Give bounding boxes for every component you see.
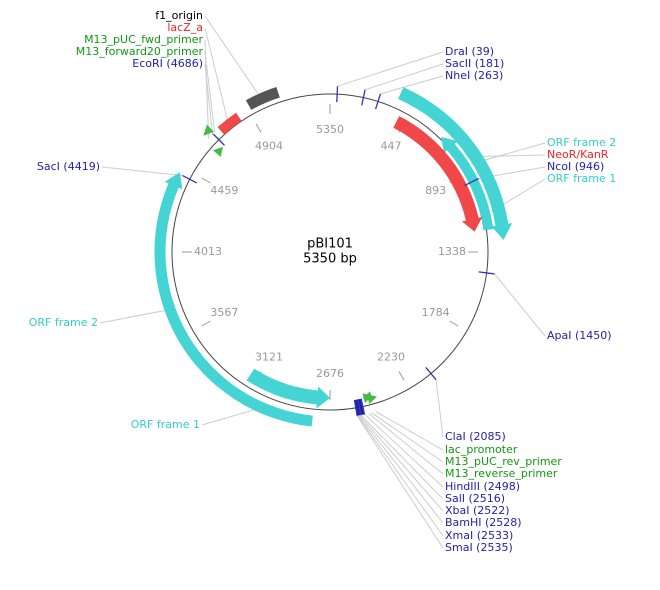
leader-line — [204, 15, 263, 101]
lacz-a — [217, 112, 242, 135]
leader-line — [101, 166, 183, 177]
ruler-tick — [255, 123, 262, 133]
ruler-label: 1338 — [438, 245, 466, 258]
ruler-tick — [398, 371, 405, 381]
feature-label: lac_promoter — [445, 443, 518, 456]
feature-label: lacZ_a — [167, 21, 203, 34]
leader-line — [204, 27, 229, 122]
feature-label: f1_origin — [155, 9, 203, 22]
leader-line — [356, 415, 444, 549]
leader-line — [368, 413, 444, 475]
ruler-label: 3121 — [255, 351, 283, 364]
feature-label: M13_pUC_fwd_primer — [84, 33, 203, 46]
leader-line — [371, 412, 444, 463]
feature-label: SmaI (2535) — [445, 541, 513, 554]
neor-kanr — [393, 116, 483, 232]
leader-line — [435, 379, 444, 438]
feature-label: XbaI (2522) — [445, 504, 510, 517]
feature-label: ClaI (2085) — [445, 430, 506, 443]
primer — [213, 146, 224, 157]
leader-line — [204, 51, 216, 133]
leader-line — [357, 415, 444, 537]
leader-line — [375, 411, 444, 451]
leader-line — [337, 51, 444, 87]
site-tick — [374, 93, 382, 110]
feature-label: HindIII (2498) — [445, 480, 520, 493]
ruler-label: 1784 — [422, 306, 450, 319]
ruler-label: 4459 — [210, 184, 238, 197]
orf-frame-2 — [441, 136, 494, 231]
feature-label: ApaI (1450) — [547, 329, 612, 342]
ruler-label: 2230 — [377, 351, 405, 364]
leader-line — [359, 414, 444, 512]
orf-frame-2-left — [154, 172, 313, 427]
feature-label: NcoI (946) — [547, 160, 604, 173]
feature-label: BamHI (2528) — [445, 516, 522, 529]
feature-label: DraI (39) — [445, 45, 494, 58]
leader-line — [360, 414, 444, 500]
primer — [203, 124, 214, 136]
feature-label: M13_forward20_primer — [76, 45, 204, 58]
feature-label: ORF frame 1 — [131, 418, 200, 431]
site-tick — [464, 177, 480, 187]
leader-line — [494, 273, 546, 337]
feature-label: M13_pUC_rev_primer — [445, 455, 562, 468]
site-tick — [182, 175, 198, 184]
ruler-label: 2676 — [316, 367, 344, 380]
site-tick — [353, 399, 358, 416]
ruler-label: 447 — [381, 139, 402, 152]
feature-label: EcoRI (4686) — [132, 57, 203, 70]
ruler-label: 4013 — [194, 245, 222, 258]
site-tick — [336, 86, 339, 103]
leader-line — [364, 63, 444, 91]
feature-label: NeoR/KanR — [547, 148, 609, 161]
ruler-label: 4904 — [255, 139, 283, 152]
feature-label: SalI (2516) — [445, 492, 505, 505]
feature-label: NheI (263) — [445, 69, 503, 82]
f1-origin — [245, 86, 280, 110]
site-tick — [360, 398, 366, 415]
plasmid-size: 5350 bp — [303, 252, 357, 267]
feature-label: XmaI (2533) — [445, 529, 513, 542]
ruler-tick — [201, 320, 211, 327]
feature-label: ORF frame 2 — [29, 316, 98, 329]
feature-label: SacII (181) — [445, 57, 504, 70]
site-tick — [425, 366, 437, 381]
primer — [362, 393, 373, 404]
leader-line — [380, 75, 444, 95]
backbone — [171, 93, 489, 411]
leader-line — [99, 308, 175, 324]
ruler-tick — [201, 177, 211, 184]
site-tick — [361, 89, 366, 106]
plasmid-name: pBI101 — [307, 237, 353, 252]
ruler-tick — [449, 320, 459, 327]
site-tick — [357, 399, 362, 416]
site-tick — [212, 133, 225, 146]
leader-line — [364, 414, 444, 488]
leader-line — [358, 415, 444, 524]
leader-line — [204, 63, 214, 135]
ruler-label: 3567 — [210, 306, 238, 319]
feature-label: M13_reverse_primer — [445, 467, 558, 480]
orf-frame-1-bottom — [246, 368, 330, 409]
orf-frame-1 — [398, 87, 513, 240]
site-tick — [478, 271, 495, 275]
ruler-label: 5350 — [316, 123, 344, 136]
feature-label: ORF frame 1 — [547, 172, 616, 185]
feature-label: ORF frame 2 — [547, 136, 616, 149]
ruler-label: 893 — [425, 184, 446, 197]
feature-label: SacI (4419) — [37, 160, 100, 173]
